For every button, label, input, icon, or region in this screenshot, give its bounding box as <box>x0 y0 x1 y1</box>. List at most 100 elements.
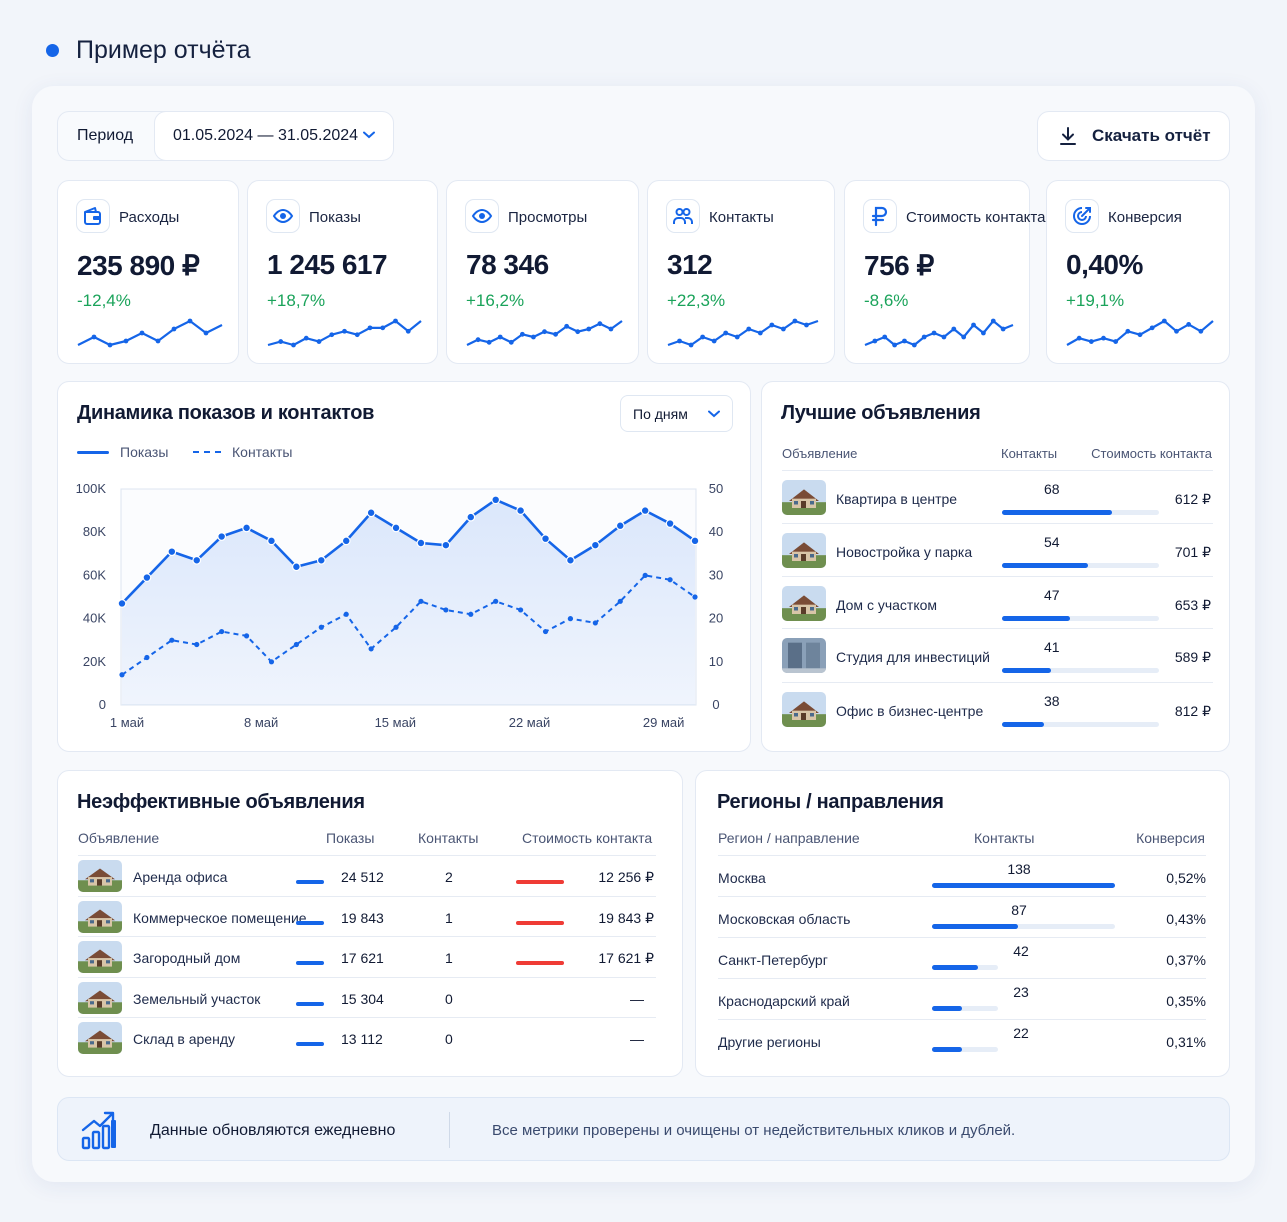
ineffective-ad-row[interactable]: Аренда офиса 24 512 2 12 256 ₽ <box>78 855 656 895</box>
ineffective-ad-row[interactable]: Склад в аренду 13 112 0 — <box>78 1017 656 1057</box>
contacts-bar-track <box>1002 668 1159 673</box>
sparkline-point <box>1198 328 1204 334</box>
sparkline-point <box>405 328 411 334</box>
shows-point <box>316 555 326 565</box>
kpi-card-3: Контакты 312 +22,3% <box>647 180 835 364</box>
sparkline-point <box>961 334 967 340</box>
region-row[interactable]: Краснодарский край 23 0,35% <box>718 978 1206 1019</box>
shows-point <box>242 523 251 533</box>
region-row[interactable]: Москва 138 0,52% <box>718 855 1206 896</box>
kpi-name: Расходы <box>119 209 180 226</box>
shows-point <box>192 555 202 565</box>
sparkline-point <box>780 326 786 332</box>
sparkline-point <box>902 338 907 344</box>
listing-thumbnail <box>782 480 826 515</box>
region-row[interactable]: Другие регионы 22 0,31% <box>718 1019 1206 1060</box>
ad-name: Новостройка у парка <box>836 544 973 560</box>
ad-name: Офис в бизнес-центре <box>836 703 984 719</box>
sparkline-point <box>792 318 798 324</box>
report-header: Пример отчёта <box>46 36 251 65</box>
y-left-tick: 60K <box>83 567 106 582</box>
sparkline-point <box>911 342 917 348</box>
kpi-icon-box <box>666 199 700 233</box>
ad-cost: 17 621 ₽ <box>598 950 654 966</box>
y-right-tick: 20 <box>709 611 723 626</box>
period-dropdown[interactable]: 01.05.2024 — 31.05.2024 <box>154 111 394 161</box>
shows-point <box>640 506 650 516</box>
sparkline-point <box>882 334 888 340</box>
listing-thumbnail <box>78 981 122 1014</box>
kpi-name: Показы <box>309 209 361 226</box>
ad-cost: — <box>630 990 644 1007</box>
sparkline-point <box>951 326 957 332</box>
region-row[interactable]: Санкт-Петербург 42 0,37% <box>718 937 1206 978</box>
y-right-tick: 10 <box>709 654 723 669</box>
footer-banner: Данные обновляются ежедневно Все метрики… <box>57 1097 1230 1161</box>
house-photo-icon <box>782 480 826 515</box>
sparkline-line <box>77 319 223 347</box>
ineffective-title: Неэффективные объявления <box>77 791 365 813</box>
kpi-name: Просмотры <box>508 209 588 226</box>
granularity-value: По дням <box>633 405 688 422</box>
download-report-button[interactable]: Скачать отчёт <box>1037 111 1230 161</box>
contacts-point <box>194 641 200 648</box>
ad-contacts: 47 <box>1044 587 1060 603</box>
house-photo-icon <box>78 1022 122 1054</box>
ineffective-ad-row[interactable]: Загородный дом 17 621 1 17 621 ₽ <box>78 936 656 976</box>
best-ad-row[interactable]: Новостройка у парка 54 701 ₽ <box>782 523 1213 576</box>
kpi-name: Конверсия <box>1108 209 1182 226</box>
ineffective-ad-row[interactable]: Коммерческое помещение 19 843 1 19 843 ₽ <box>78 895 656 936</box>
shows-bar <box>296 1001 324 1006</box>
sparkline-point <box>804 322 809 328</box>
shows-point <box>516 506 526 516</box>
sparkline-point <box>941 334 947 340</box>
ad-cost: 612 ₽ <box>1174 491 1211 507</box>
region-row[interactable]: Московская область 87 0,43% <box>718 896 1206 937</box>
period-label: Период <box>77 127 134 144</box>
cost-warning-bar <box>516 880 564 884</box>
sparkline-point <box>711 338 717 344</box>
region-name: Москва <box>718 870 766 886</box>
ad-cost: 653 ₽ <box>1174 597 1211 613</box>
region-contacts: 22 <box>1013 1025 1029 1041</box>
sparkline-point <box>1101 335 1106 341</box>
kpi-change: +16,2% <box>466 291 525 310</box>
sparkline-point <box>597 321 603 327</box>
kpi-card-0: Расходы 235 890 ₽ -12,4% <box>57 180 239 364</box>
best-ad-row[interactable]: Студия для инвестиций 41 589 ₽ <box>782 628 1213 681</box>
legend-solid-swatch <box>77 450 109 454</box>
sparkline-point <box>316 339 322 344</box>
ad-cost: 701 ₽ <box>1174 544 1211 560</box>
shows-bar <box>296 920 324 925</box>
best-ad-row[interactable]: Офис в бизнес-центре 38 812 ₽ <box>782 682 1213 735</box>
best-ad-row[interactable]: Квартира в центре 68 612 ₽ <box>782 470 1213 523</box>
region-conversion: 0,31% <box>1166 1034 1206 1050</box>
contacts-point <box>518 607 524 613</box>
kpi-sparkline <box>77 318 223 348</box>
shows-area <box>122 499 695 705</box>
kpi-sparkline <box>1066 318 1214 346</box>
x-tick: 22 май <box>509 715 551 730</box>
granularity-dropdown[interactable]: По дням <box>620 395 733 432</box>
period-selector[interactable]: Период 01.05.2024 — 31.05.2024 <box>57 111 394 161</box>
sparkline-point <box>990 318 996 324</box>
footer-note: Все метрики проверены и очищены от недей… <box>492 1122 1016 1139</box>
kpi-change: -12,4% <box>77 291 131 310</box>
kpi-name: Стоимость контакта <box>906 209 1046 226</box>
sparkline-point <box>564 323 570 329</box>
kpi-value: 312 <box>667 249 713 280</box>
kpi-change: -8,6% <box>864 291 909 310</box>
x-tick: 15 май <box>375 715 417 730</box>
best-ad-row[interactable]: Дом с участком 47 653 ₽ <box>782 576 1213 629</box>
ineffective-ad-row[interactable]: Земельный участок 15 304 0 — <box>78 976 656 1017</box>
ad-contacts: 0 <box>445 990 453 1007</box>
listing-thumbnail <box>78 900 122 933</box>
y-right-tick: 40 <box>709 524 723 539</box>
ad-name: Студия для инвестиций <box>836 649 990 665</box>
sparkline-point <box>303 335 309 341</box>
contacts-point <box>393 624 399 630</box>
shows-line <box>121 498 696 605</box>
ad-cost: 19 843 ₽ <box>598 909 654 926</box>
contacts-bar-track <box>1002 563 1159 568</box>
contacts-line <box>121 574 696 676</box>
